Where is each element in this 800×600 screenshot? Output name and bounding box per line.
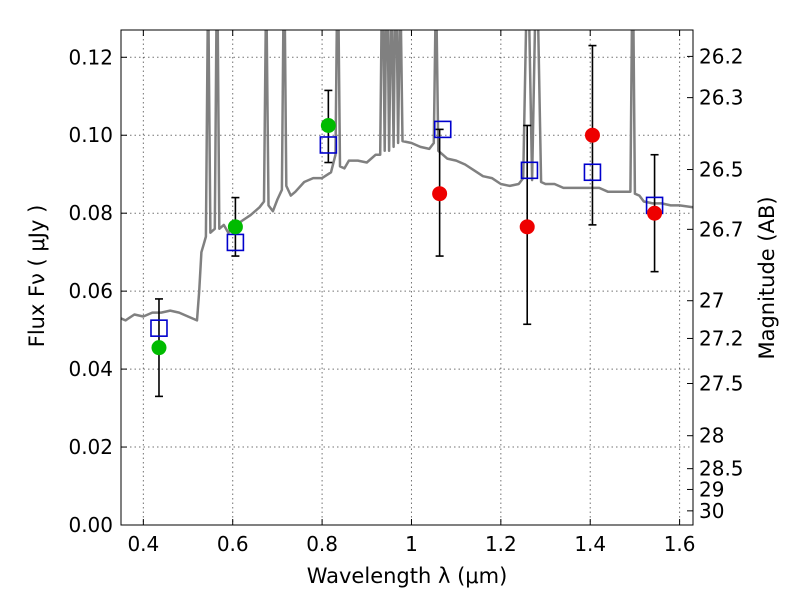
x-tick-label: 0.8 — [306, 532, 338, 556]
x-tick-label: 0.4 — [127, 532, 159, 556]
model-spectrum-line — [121, 30, 693, 322]
detection-point — [320, 117, 336, 133]
y-tick-label: 0.12 — [68, 45, 113, 69]
y-tick-label: 0.08 — [68, 201, 113, 225]
model-flux-square — [433, 120, 452, 139]
y-tick-label: 0.02 — [68, 435, 113, 459]
right-y-tick-label: 29 — [699, 477, 724, 501]
right-y-tick-label: 26.2 — [699, 44, 744, 68]
axis-ticks: 0.4 0.6 0.8 1 1.2 1.4 1.6 0.00 0.02 0.04 0.06 0.08 0… — [68, 30, 744, 556]
x-tick-label: 1 — [405, 532, 418, 556]
right-y-tick-label: 26.7 — [699, 217, 744, 241]
plot-frame — [120, 29, 694, 526]
detection-point — [227, 219, 243, 235]
right-y-tick-label: 27 — [699, 289, 724, 313]
right-y-tick-label: 30 — [699, 499, 724, 523]
right-y-tick-label: 27.2 — [699, 326, 744, 350]
x-tick-label: 1.6 — [664, 532, 696, 556]
observed-photometry-markers — [151, 117, 663, 356]
non-detection-point — [519, 219, 535, 235]
right-y-tick-label: 28 — [699, 424, 724, 448]
model-flux-square — [226, 233, 245, 252]
x-tick-label: 0.6 — [217, 532, 249, 556]
x-axis-title: Wavelength λ (μm) — [307, 564, 508, 588]
x-tick-label: 1.2 — [485, 532, 517, 556]
right-y-axis-title: Magnitude (AB) — [755, 196, 779, 359]
y-axis-title: Flux Fν ( μJy ) — [25, 205, 49, 348]
detection-point — [151, 340, 167, 356]
x-tick-label: 1.4 — [574, 532, 606, 556]
non-detection-point — [584, 127, 600, 143]
non-detection-point — [432, 186, 448, 202]
model-flux-square — [520, 161, 539, 180]
y-tick-label: 0.00 — [68, 513, 113, 537]
right-y-tick-label: 28.5 — [699, 457, 744, 481]
right-y-tick-label: 26.3 — [699, 86, 744, 110]
model-photometry-markers — [150, 120, 664, 337]
y-tick-label: 0.06 — [68, 279, 113, 303]
right-y-tick-label: 26.5 — [699, 158, 744, 182]
y-tick-label: 0.04 — [68, 357, 113, 381]
non-detection-point — [647, 205, 663, 221]
model-flux-square — [319, 136, 338, 154]
model-spectrum-layer — [121, 30, 693, 322]
model-flux-square — [583, 163, 602, 182]
model-flux-square — [150, 319, 168, 337]
right-y-tick-label: 27.5 — [699, 371, 744, 395]
y-tick-label: 0.10 — [68, 123, 113, 147]
error-bars — [154, 44, 659, 398]
